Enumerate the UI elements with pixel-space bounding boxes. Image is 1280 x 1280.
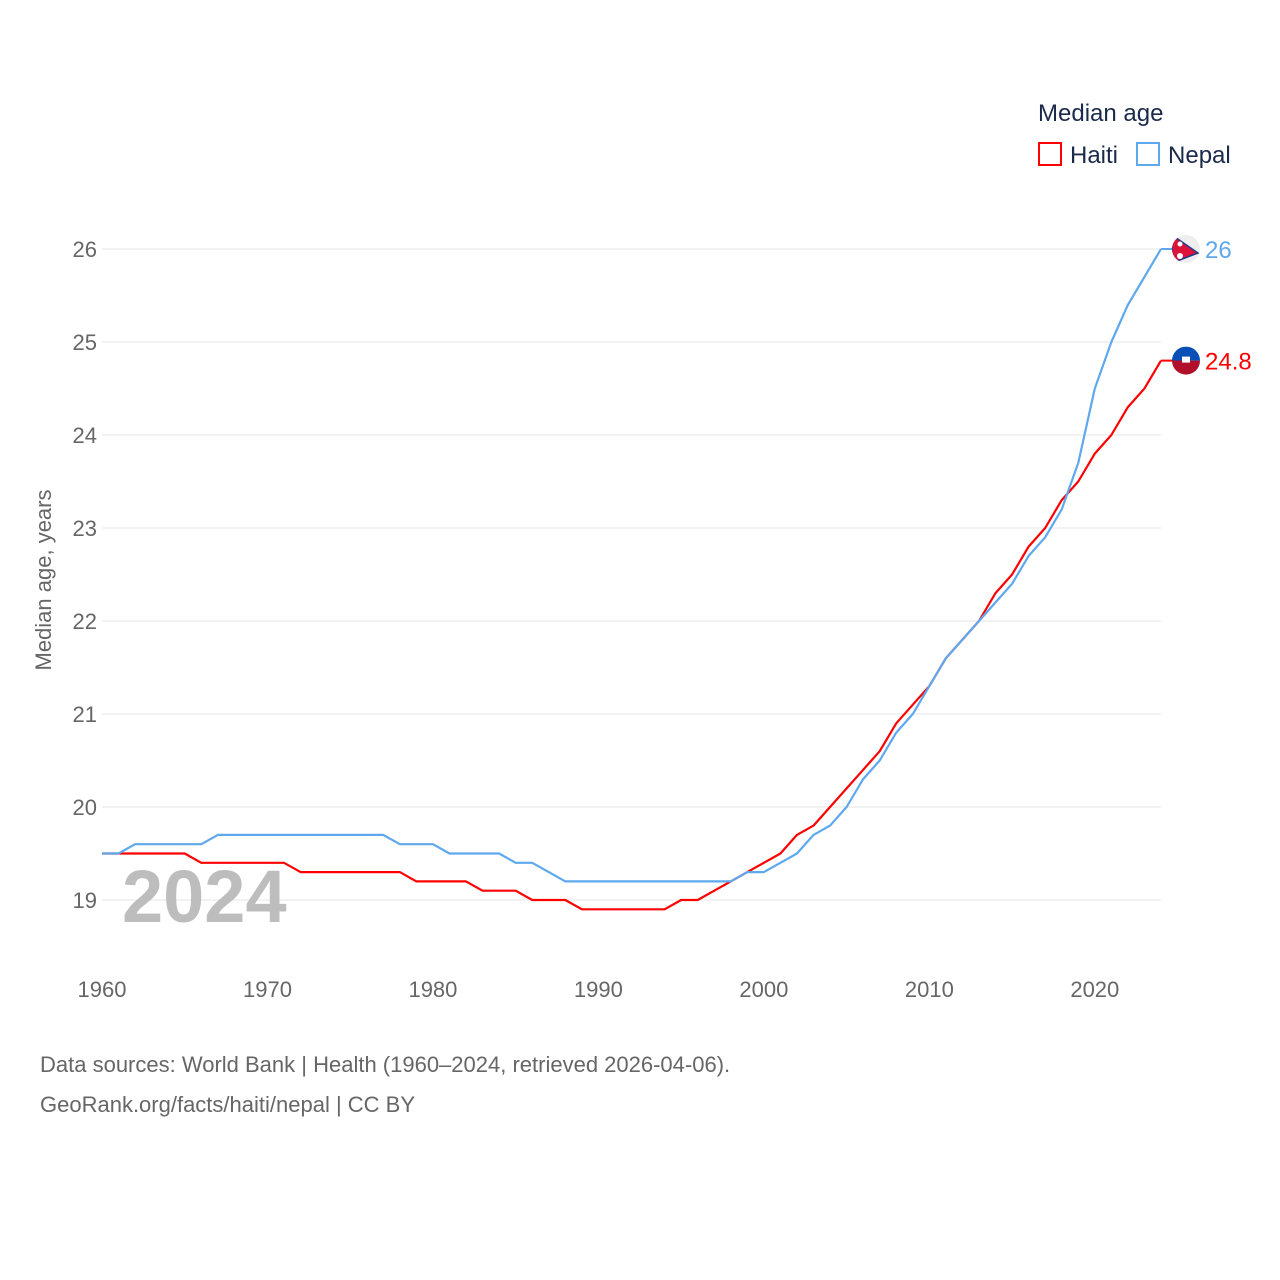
y-tick-label: 25	[73, 330, 97, 355]
source-line-1: Data sources: World Bank | Health (1960–…	[40, 1052, 731, 1077]
year-watermark: 2024	[122, 855, 287, 938]
source-note: Data sources: World Bank | Health (1960–…	[40, 1045, 730, 1125]
y-tick-label: 26	[73, 237, 97, 262]
legend-item-haiti[interactable]: Haiti	[1038, 142, 1118, 170]
flag-emblem	[1182, 356, 1190, 363]
x-tick-label: 2000	[739, 977, 788, 1002]
nepal-flag-icon	[1172, 235, 1200, 263]
x-tick-label: 1970	[243, 977, 292, 1002]
flag-blue	[1172, 346, 1200, 361]
end-value-label-haiti: 24.8	[1205, 349, 1252, 376]
end-value-label-nepal: 26	[1205, 237, 1232, 264]
x-tick-label: 2020	[1070, 977, 1119, 1002]
x-tick-label: 1960	[78, 977, 127, 1002]
x-tick-label: 2010	[905, 977, 954, 1002]
flag-sun	[1177, 253, 1183, 259]
x-tick-label: 1990	[574, 977, 623, 1002]
source-line-2[interactable]: GeoRank.org/facts/haiti/nepal | CC BY	[40, 1092, 416, 1117]
legend: Haiti Nepal	[1038, 142, 1231, 170]
y-tick-label: 21	[73, 702, 97, 727]
flag-red	[1172, 360, 1200, 375]
legend-label-nepal: Nepal	[1168, 142, 1231, 169]
series-line-nepal	[102, 248, 1162, 883]
y-axis-label: Median age, years	[31, 490, 56, 671]
legend-item-nepal[interactable]: Nepal	[1136, 142, 1231, 170]
y-tick-label: 19	[73, 888, 97, 913]
y-tick-label: 24	[73, 423, 97, 448]
legend-swatch-nepal	[1136, 142, 1161, 166]
y-tick-label: 20	[73, 795, 97, 820]
series-line-haiti	[102, 360, 1162, 911]
y-tick-label: 22	[73, 609, 97, 634]
legend-title: Median age	[1038, 100, 1164, 127]
y-tick-label: 23	[73, 516, 97, 541]
haiti-flag-icon	[1172, 346, 1200, 375]
x-tick-label: 1980	[408, 977, 457, 1002]
legend-label-haiti: Haiti	[1070, 142, 1119, 169]
flag-moon	[1177, 241, 1183, 247]
legend-swatch-haiti	[1038, 142, 1062, 166]
